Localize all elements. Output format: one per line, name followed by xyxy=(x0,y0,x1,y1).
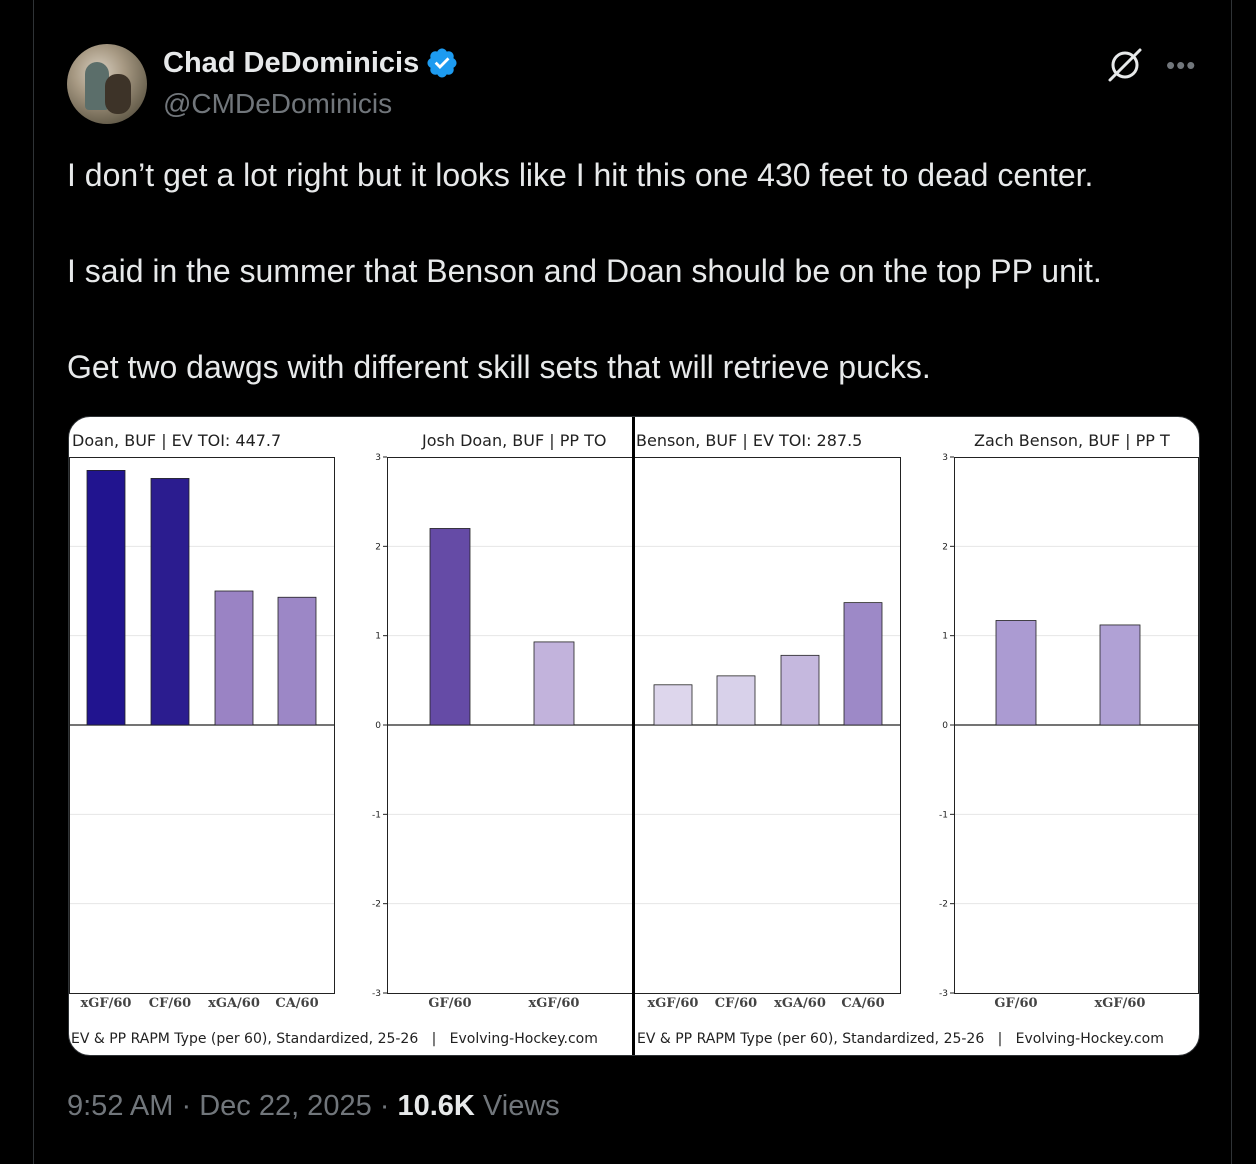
author-avatar[interactable] xyxy=(67,44,147,124)
y-tick-label: -2 xyxy=(372,900,381,910)
x-tick-label: xGF/60 xyxy=(81,996,132,1011)
bar xyxy=(1099,624,1141,726)
bar xyxy=(86,470,126,726)
meta-separator: · xyxy=(371,1090,398,1122)
bar xyxy=(429,528,471,726)
tweet-text-line: I don’t get a lot right but it looks lik… xyxy=(67,157,1094,193)
y-tick-label: -2 xyxy=(939,900,948,910)
author-handle[interactable]: @CMDeDominicis xyxy=(163,88,393,119)
chart-panel: xGF/60 CF/60 xGA/60 CA/60 Benson, BUF | EV T… xyxy=(634,431,901,1011)
chart-footer: EV & PP RAPM Type (per 60), Standardized… xyxy=(71,1031,598,1047)
views-label: Views xyxy=(474,1090,560,1122)
y-tick-label: -1 xyxy=(372,810,381,820)
x-tick-label: CF/60 xyxy=(149,996,191,1011)
tweet-text-line: I said in the summer that Benson and Doa… xyxy=(67,253,1102,289)
x-tick-label: xGA/60 xyxy=(208,996,260,1011)
bar xyxy=(843,602,883,726)
x-tick-label: CA/60 xyxy=(275,996,318,1011)
chart-footer: EV & PP RAPM Type (per 60), Standardized… xyxy=(637,1031,1164,1047)
y-tick-label: -3 xyxy=(939,989,948,999)
y-tick-label: 1 xyxy=(942,632,948,642)
bar xyxy=(780,654,820,726)
timeline-column-border-left xyxy=(33,0,34,1164)
chart-panel: 3 2 1 0 -1 -2 -3 GF/60 xGF/60 Zach Benson, BUF | … xyxy=(939,431,1199,1011)
chart-title: Josh Doan, BUF | PP TO xyxy=(421,431,607,450)
avatar-figure-shape xyxy=(105,74,131,114)
y-tick-label: 1 xyxy=(375,632,381,642)
y-tick-label: 0 xyxy=(942,721,948,731)
grok-icon[interactable] xyxy=(1106,44,1144,84)
chart-panel: 3 2 1 0 -1 -2 -3 GF/60 xGF/60 Josh Doan, BUF | PP… xyxy=(372,431,633,1011)
x-tick-label: xGA/60 xyxy=(774,996,826,1011)
meta-separator: · xyxy=(173,1090,200,1122)
rapm-charts: xGF/60 CF/60 xGA/60 CA/60 Doan, BUF | EV TOI… xyxy=(69,417,1199,1055)
bar xyxy=(214,590,254,726)
more-icon[interactable]: ••• xyxy=(1166,50,1197,80)
x-tick-label: GF/60 xyxy=(428,996,471,1011)
author-name-row: Chad DeDominicis xyxy=(163,46,459,80)
y-tick-label: -1 xyxy=(939,810,948,820)
bar xyxy=(995,620,1037,726)
timeline-column-border-right xyxy=(1231,0,1232,1164)
x-tick-label: CA/60 xyxy=(841,996,884,1011)
chart-title: Zach Benson, BUF | PP T xyxy=(974,431,1170,450)
y-tick-label: 3 xyxy=(942,453,948,463)
y-tick-label: 0 xyxy=(375,721,381,731)
tweet-date[interactable]: Dec 22, 2025 xyxy=(199,1090,372,1122)
image-divider xyxy=(632,417,635,1055)
y-tick-label: 2 xyxy=(375,542,381,552)
bar xyxy=(653,684,693,726)
bar xyxy=(716,675,756,726)
y-tick-label: 2 xyxy=(942,542,948,552)
tweet-text-line: Get two dawgs with different skill sets … xyxy=(67,349,931,385)
tweet-meta: 9:52 AM · Dec 22, 2025 · 10.6K Views xyxy=(67,1090,560,1123)
x-tick-label: xGF/60 xyxy=(648,996,699,1011)
x-tick-label: xGF/60 xyxy=(529,996,580,1011)
bar xyxy=(277,596,317,726)
x-tick-label: xGF/60 xyxy=(1095,996,1146,1011)
y-tick-label: 3 xyxy=(375,453,381,463)
bar xyxy=(533,641,575,726)
author-display-name[interactable]: Chad DeDominicis xyxy=(163,46,420,79)
chart-title: Benson, BUF | EV TOI: 287.5 xyxy=(636,431,862,450)
tweet-text: I don’t get a lot right but it looks lik… xyxy=(67,155,1217,387)
tweet-media-image[interactable]: xGF/60 CF/60 xGA/60 CA/60 Doan, BUF | EV TOI… xyxy=(68,416,1200,1056)
chart-panel: xGF/60 CF/60 xGA/60 CA/60 Doan, BUF | EV TOI… xyxy=(69,431,335,1011)
views-count[interactable]: 10.6K xyxy=(397,1090,475,1122)
chart-title: Doan, BUF | EV TOI: 447.7 xyxy=(72,431,281,450)
tweet-time[interactable]: 9:52 AM xyxy=(67,1090,174,1122)
bar xyxy=(150,478,190,726)
verified-badge-icon[interactable] xyxy=(425,46,459,80)
x-tick-label: GF/60 xyxy=(994,996,1037,1011)
y-tick-label: -3 xyxy=(372,989,381,999)
x-tick-label: CF/60 xyxy=(715,996,757,1011)
